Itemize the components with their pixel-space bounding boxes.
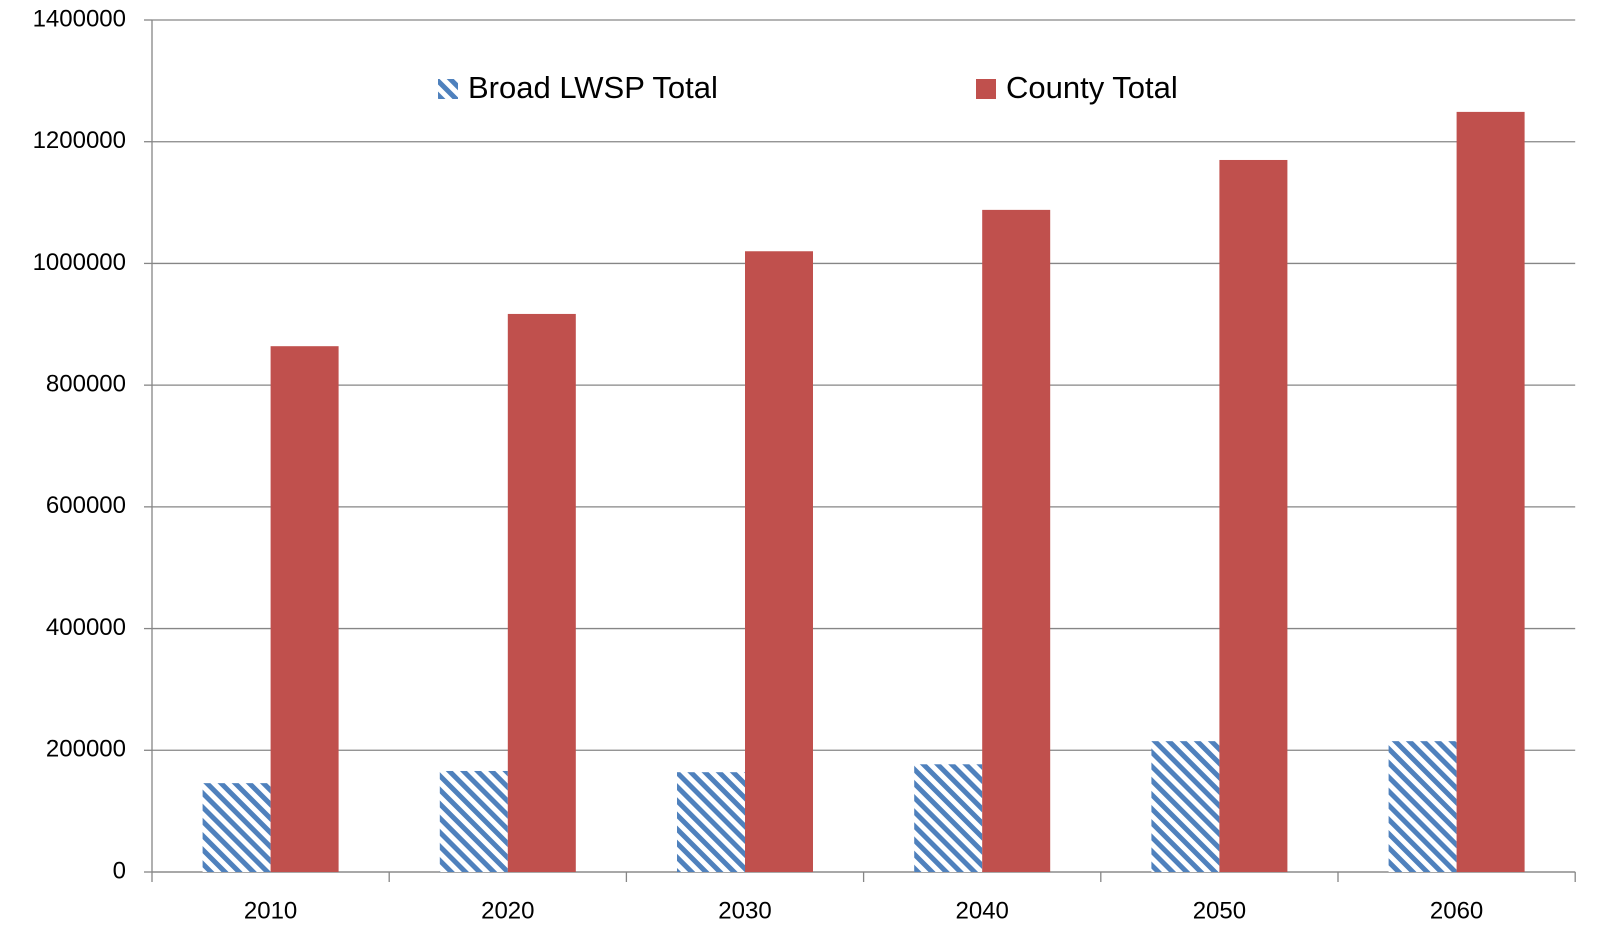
x-tick-label: 2050 — [1193, 897, 1246, 924]
x-tick-label: 2010 — [244, 897, 297, 924]
legend-label: County Total — [1006, 70, 1178, 105]
bar — [1151, 741, 1220, 872]
y-tick-label: 0 — [113, 857, 126, 884]
bar — [270, 346, 339, 872]
x-tick-label: 2020 — [481, 897, 534, 924]
x-tick-label: 2030 — [718, 897, 771, 924]
bar — [914, 764, 983, 872]
y-tick-label: 400000 — [46, 614, 126, 641]
x-tick-label: 2060 — [1430, 897, 1483, 924]
legend-swatch — [438, 79, 458, 99]
y-tick-label: 800000 — [46, 370, 126, 397]
y-tick-label: 200000 — [46, 736, 126, 763]
bar — [1388, 741, 1457, 872]
x-tick-label: 2040 — [956, 897, 1009, 924]
bar — [677, 772, 745, 872]
bar — [1219, 159, 1288, 872]
y-tick-label: 600000 — [46, 492, 126, 519]
bar — [1456, 111, 1525, 872]
bar — [507, 313, 576, 872]
bar — [982, 209, 1051, 873]
bar — [202, 783, 271, 872]
y-tick-label: 1200000 — [33, 127, 126, 154]
legend-swatch — [976, 79, 996, 99]
y-tick-label: 1000000 — [33, 249, 126, 276]
y-tick-label: 1400000 — [33, 5, 126, 32]
bar — [439, 770, 508, 872]
bar — [745, 251, 813, 872]
legend-label: Broad LWSP Total — [468, 70, 718, 105]
